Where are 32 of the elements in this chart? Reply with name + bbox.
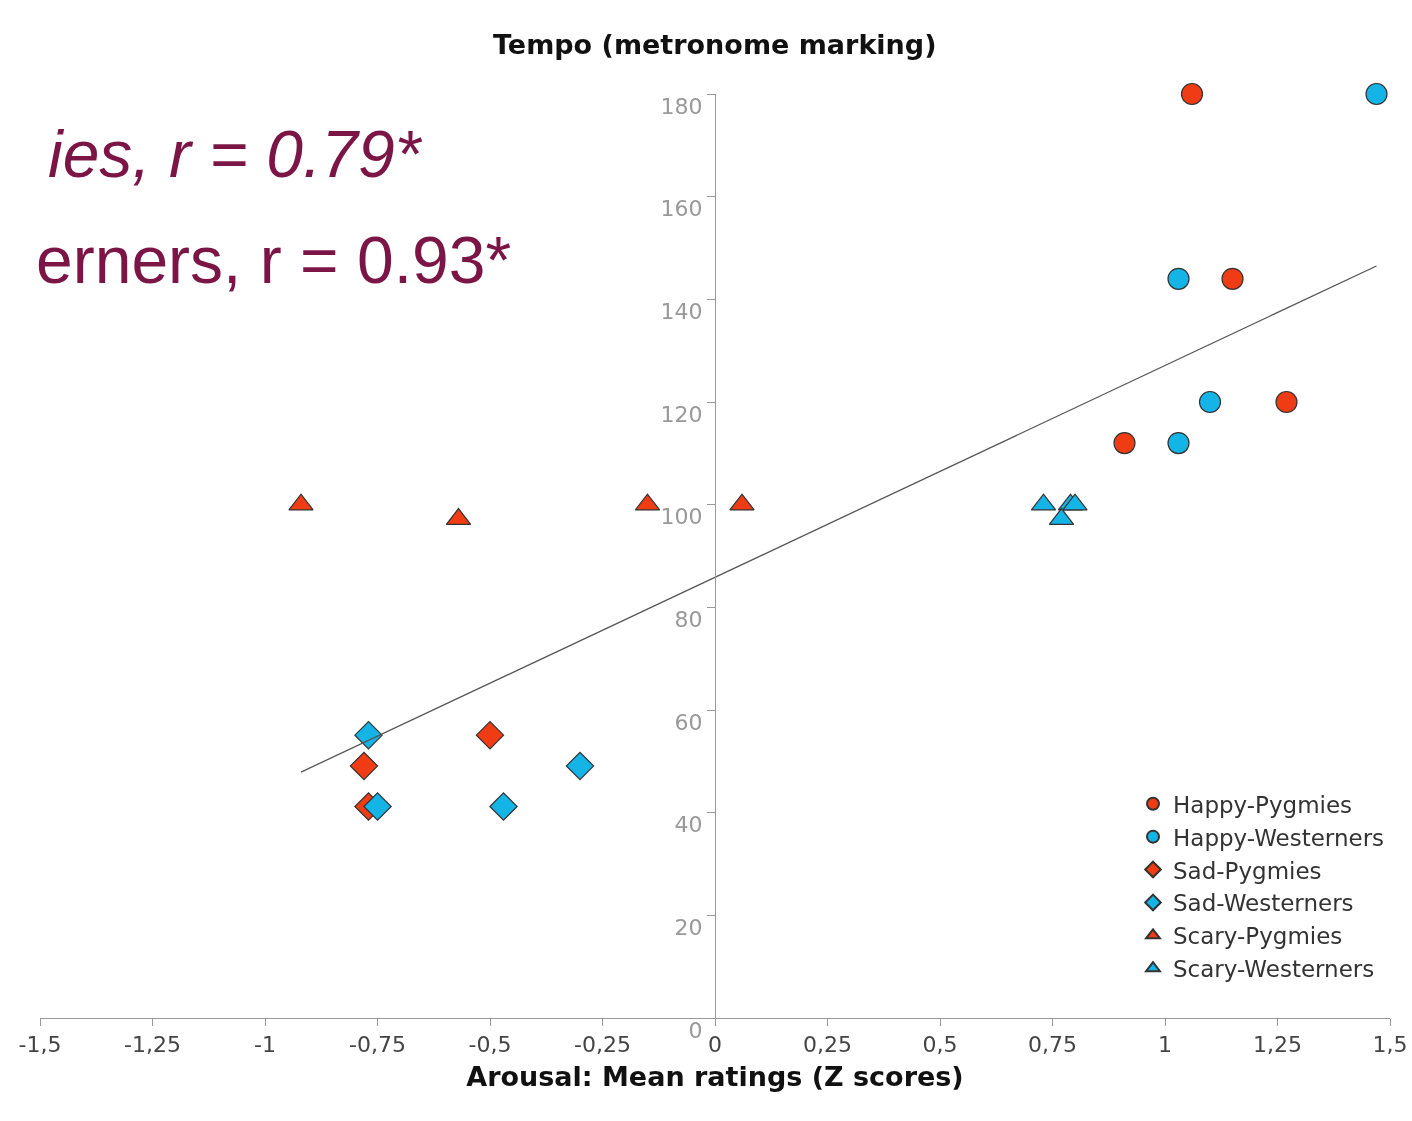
x-tick-label: -1,5 [18, 1032, 62, 1058]
x-tick-label: -0,5 [468, 1032, 512, 1058]
y-axis-title: Tempo (metronome marking) [493, 29, 937, 60]
x-tick-label: 0,5 [922, 1032, 958, 1058]
x-tick-label: 1,25 [1253, 1032, 1302, 1058]
y-tick-label: 80 [674, 607, 703, 633]
x-tick-label: 1 [1158, 1032, 1172, 1058]
x-tick-label: -1,25 [124, 1032, 181, 1058]
x-tick-label: -1 [254, 1032, 276, 1058]
legend-label: Sad-Westerners [1173, 890, 1354, 917]
annotation: erners, r = 0.93* [36, 223, 512, 297]
x-tick-label: -0,25 [574, 1032, 631, 1058]
y-tick-label: 120 [660, 401, 703, 427]
x-axis-title: Arousal: Mean ratings (Z scores) [466, 1060, 964, 1092]
y-tick-label: 100 [660, 504, 703, 530]
legend-label: Happy-Westerners [1173, 824, 1385, 851]
x-tick-label: 1,5 [1372, 1032, 1408, 1058]
y-tick-label: 140 [660, 299, 703, 325]
y-tick-label: 160 [660, 196, 703, 222]
y-tick-label: 40 [674, 812, 703, 838]
annotation: ies, r = 0.79* [48, 117, 423, 191]
x-tick-label: 0,75 [1028, 1032, 1077, 1058]
x-tick-label: 0 [708, 1032, 722, 1058]
legend-label: Sad-Pygmies [1173, 857, 1322, 884]
y-tick-label: 60 [674, 709, 703, 735]
x-tick-label: -0,75 [349, 1032, 406, 1058]
y-tick-label: 180 [660, 93, 703, 119]
legend-label: Scary-Westerners [1173, 956, 1375, 983]
x-tick-label: 0,25 [803, 1032, 852, 1058]
legend-label: Happy-Pygmies [1173, 791, 1353, 818]
y-tick-label: 20 [674, 915, 703, 941]
legend-label: Scary-Pygmies [1173, 923, 1343, 950]
